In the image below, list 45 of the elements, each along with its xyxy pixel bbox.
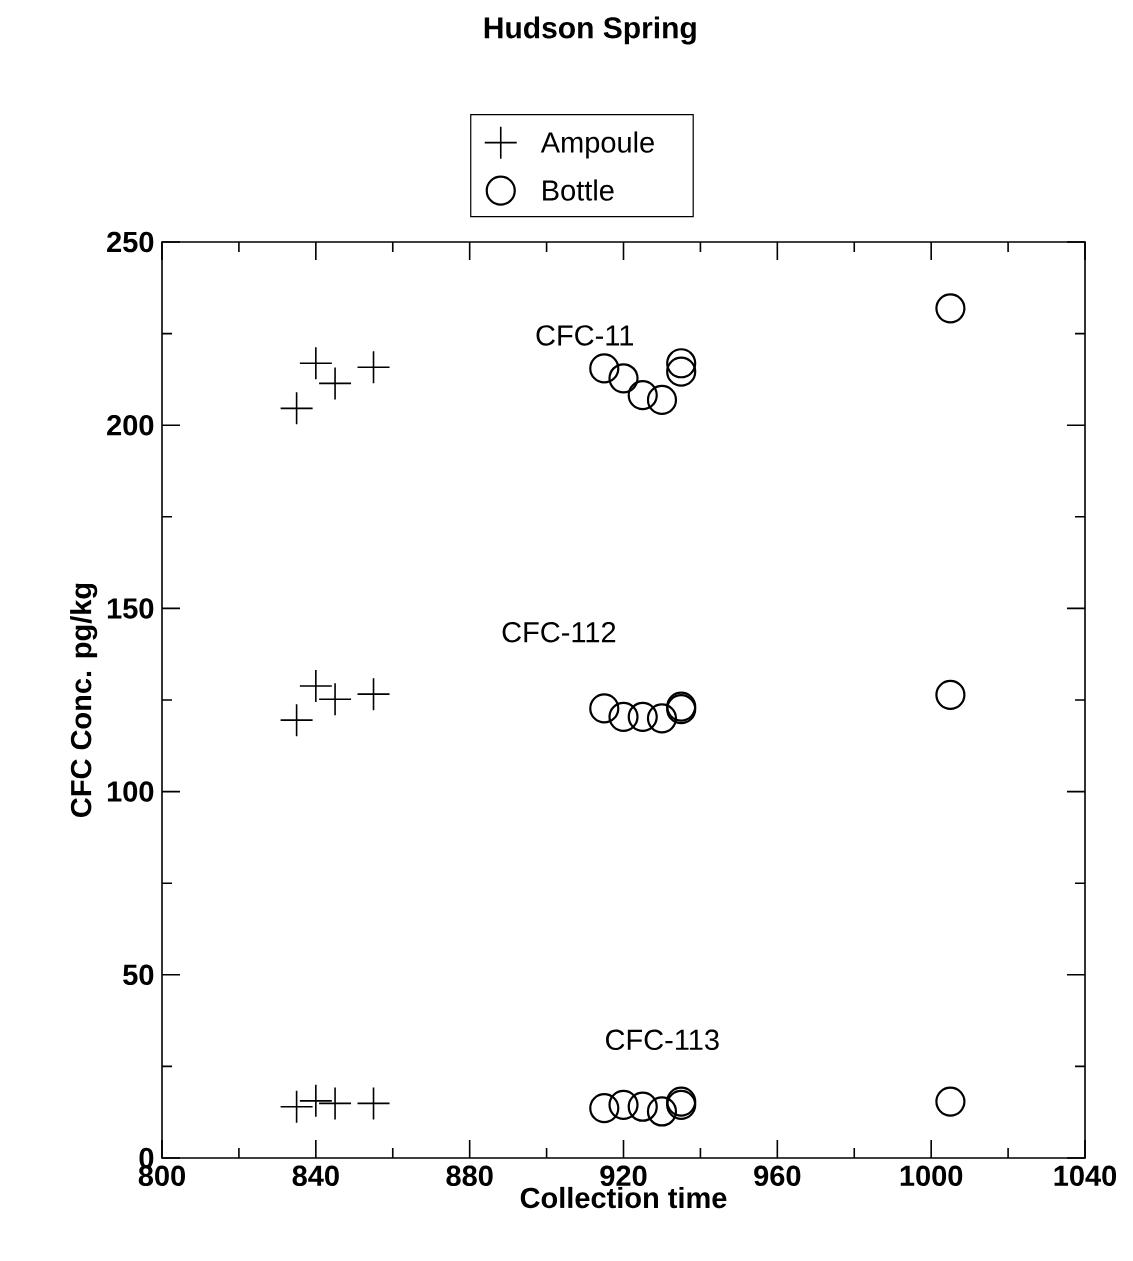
point bbox=[319, 367, 352, 400]
annotation: CFC-112 bbox=[502, 621, 616, 643]
point bbox=[299, 1084, 332, 1117]
point bbox=[280, 1090, 313, 1123]
x-tick-label: 840 bbox=[292, 1165, 339, 1187]
point bbox=[627, 1091, 658, 1122]
x-tick-label: 1000 bbox=[900, 1165, 963, 1187]
legend-label: Bottle bbox=[543, 179, 614, 201]
x-tick-label: 1040 bbox=[1054, 1165, 1117, 1187]
point bbox=[299, 347, 332, 380]
point bbox=[589, 693, 620, 724]
point bbox=[608, 1089, 639, 1120]
point bbox=[608, 363, 639, 394]
y-tick-label: 50 bbox=[123, 964, 154, 986]
point bbox=[589, 353, 620, 384]
point bbox=[357, 678, 390, 711]
annotation: CFC-11 bbox=[536, 325, 633, 346]
point bbox=[646, 384, 678, 416]
point bbox=[935, 679, 966, 710]
point bbox=[935, 1086, 966, 1117]
y-tick-label: 150 bbox=[107, 598, 154, 619]
y-tick-label: 200 bbox=[107, 414, 154, 436]
point bbox=[935, 293, 966, 324]
point bbox=[666, 348, 697, 379]
x-tick-label: 960 bbox=[754, 1165, 801, 1187]
legend-label: Ampoule bbox=[540, 131, 654, 159]
point bbox=[666, 356, 697, 387]
point bbox=[299, 670, 332, 703]
point bbox=[646, 703, 678, 734]
point bbox=[280, 704, 313, 737]
x-tick-label: 920 bbox=[600, 1165, 647, 1187]
point bbox=[589, 1093, 620, 1124]
annotation: CFC-113 bbox=[606, 1029, 719, 1051]
y-axis-title: CFC Conc. pg/kg bbox=[70, 583, 98, 817]
point bbox=[646, 1096, 678, 1127]
y-tick-label: 100 bbox=[107, 781, 154, 802]
point bbox=[319, 683, 352, 716]
chart-title: Hudson Spring bbox=[484, 16, 696, 45]
x-tick-label: 880 bbox=[446, 1165, 493, 1187]
x-axis-title: Collection time bbox=[520, 1186, 727, 1209]
point bbox=[627, 380, 658, 411]
point bbox=[608, 701, 639, 732]
point bbox=[627, 701, 658, 732]
y-tick-label: 250 bbox=[107, 231, 154, 253]
point bbox=[319, 1087, 352, 1120]
